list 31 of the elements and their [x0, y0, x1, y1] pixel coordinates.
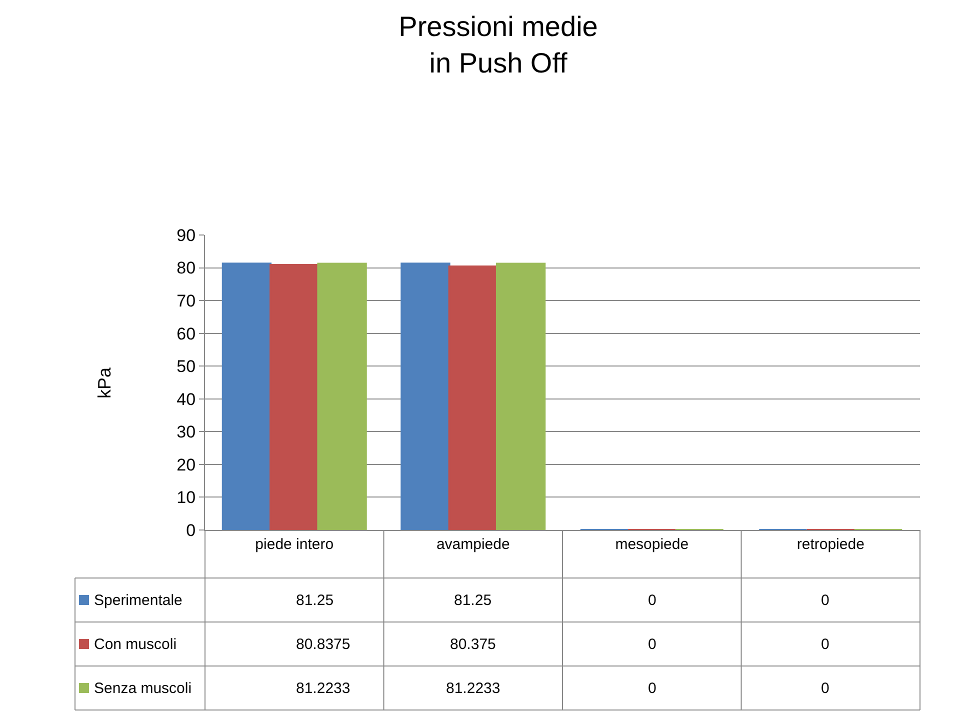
- x-tick-label: avampiede: [436, 536, 510, 553]
- y-tick-label: 0: [186, 520, 196, 540]
- data-label: 81.25: [296, 592, 334, 609]
- data-label: 81.2233: [296, 680, 350, 697]
- x-tick-label: retropiede: [796, 536, 864, 553]
- y-tick-label: 50: [176, 357, 196, 376]
- y-tick-label: 80: [176, 258, 196, 278]
- y-tick-label: 90: [176, 226, 196, 245]
- data-label: 80.8375: [296, 636, 350, 653]
- data-label: 0: [821, 636, 830, 653]
- data-label: 81.2233: [446, 680, 500, 697]
- y-tick-label: 60: [176, 324, 196, 344]
- data-label: 0: [648, 680, 656, 697]
- y-axis-title: kPa: [94, 366, 114, 398]
- legend-label: Senza muscoli: [94, 680, 192, 697]
- legend-label: Con muscoli: [94, 636, 177, 653]
- data-label: 81.25: [454, 592, 492, 609]
- y-tick-label: 70: [176, 292, 196, 311]
- y-tick-label: 20: [176, 455, 196, 474]
- y-tick-label: 40: [176, 390, 196, 409]
- legend-label: Sperimentale: [94, 592, 182, 609]
- data-label: 0: [821, 680, 830, 697]
- x-tick-label: mesopiede: [615, 536, 689, 553]
- chart-title: Pressioni medie in Push Off: [398, 11, 598, 78]
- data-label: 0: [648, 592, 656, 609]
- data-label: 0: [648, 636, 656, 653]
- x-tick-label: piede intero: [255, 536, 334, 553]
- y-tick-label: 30: [176, 422, 196, 442]
- data-label: 0: [821, 592, 830, 609]
- y-tick-label: 10: [176, 488, 196, 508]
- data-label: 80.375: [450, 636, 496, 653]
